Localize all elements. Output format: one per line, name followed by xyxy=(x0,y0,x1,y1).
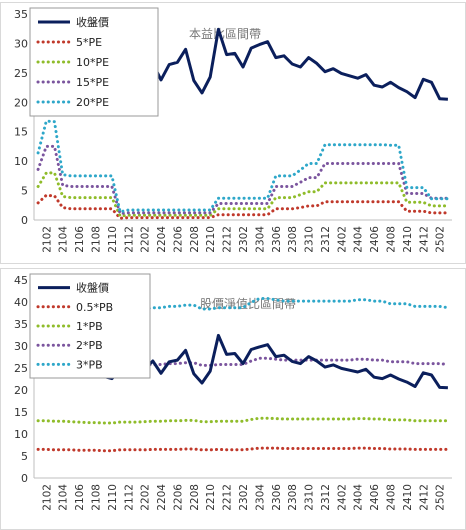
x-tick-label: 2210 xyxy=(205,226,217,253)
y-tick-label: 15 xyxy=(14,126,28,139)
x-tick-label: 2110 xyxy=(107,484,119,511)
x-tick-label: 2202 xyxy=(140,484,152,511)
x-tick-label: 2206 xyxy=(172,226,184,253)
series-line-2 xyxy=(36,416,450,425)
x-tick-label: 2302 xyxy=(238,226,250,253)
x-tick-label: 2204 xyxy=(156,226,168,253)
x-tick-label: 2104 xyxy=(58,226,70,253)
x-tick-label: 2412 xyxy=(418,484,430,511)
x-tick-label: 2312 xyxy=(320,226,332,253)
x-tick-label: 2412 xyxy=(418,226,430,253)
x-tick-label: 2302 xyxy=(238,484,250,511)
x-tick-label: 2406 xyxy=(369,226,381,253)
legend-label: 20*PE xyxy=(76,96,109,109)
x-tick-label: 2410 xyxy=(402,226,414,253)
x-tick-label: 2408 xyxy=(386,226,398,253)
x-tick-label: 2502 xyxy=(435,484,447,511)
y-tick-label: 5 xyxy=(21,185,28,198)
x-tick-label: 2206 xyxy=(172,484,184,511)
x-tick-label: 2212 xyxy=(222,484,234,511)
x-tick-label: 2312 xyxy=(320,484,332,511)
x-tick-label: 2212 xyxy=(222,226,234,253)
x-tick-label: 2108 xyxy=(90,226,102,253)
x-tick-label: 2306 xyxy=(271,484,283,511)
pb-band-chart: 0 5 10 15 20 25 30 35 40 45 2102 2104 2106 2108 2110 21… xyxy=(0,268,466,530)
x-tick-label: 2112 xyxy=(123,484,135,511)
y-tick-label: 35 xyxy=(14,318,28,331)
x-tick-label: 2104 xyxy=(58,484,70,511)
y-tick-label: 20 xyxy=(14,96,28,109)
y-tick-label: 45 xyxy=(14,274,28,287)
x-tick-label: 2108 xyxy=(90,484,102,511)
x-tick-label: 2208 xyxy=(189,484,201,511)
x-tick-label: 2112 xyxy=(123,226,135,253)
series-line-3 xyxy=(36,144,450,216)
series-line-4 xyxy=(36,297,450,315)
x-tick-label: 2204 xyxy=(156,484,168,511)
x-tick-label: 2502 xyxy=(435,226,447,253)
x-tick-label: 2110 xyxy=(107,226,119,253)
y-tick-label: 0 xyxy=(21,472,28,485)
x-tick-label: 2310 xyxy=(304,226,316,253)
series-line-2 xyxy=(36,171,450,218)
legend-box xyxy=(29,7,159,117)
series-line-1 xyxy=(36,193,450,220)
y-tick-label: 15 xyxy=(14,406,28,419)
legend-label: 5*PE xyxy=(76,36,102,49)
legend-label: 1*PB xyxy=(76,320,103,333)
x-tick-label: 2402 xyxy=(336,226,348,253)
x-tick-label: 2404 xyxy=(353,484,365,511)
x-tick-label: 2310 xyxy=(304,484,316,511)
x-tick-label: 2306 xyxy=(271,226,283,253)
x-tick-label: 2210 xyxy=(205,484,217,511)
pe-band-chart-panel: 0 5 10 15 20 25 30 35 2102 2104 2106 2108 2110 2112 22… xyxy=(0,2,466,264)
legend-label: 10*PE xyxy=(76,56,109,69)
x-tick-label: 2304 xyxy=(254,226,266,253)
y-tick-label: 30 xyxy=(14,37,28,50)
legend-label: 3*PB xyxy=(76,358,103,371)
y-tick-label: 20 xyxy=(14,384,28,397)
x-tick-label: 2202 xyxy=(140,226,152,253)
legend-label: 收盤價 xyxy=(76,15,109,29)
y-tick-label: 30 xyxy=(14,340,28,353)
legend-box xyxy=(29,273,151,379)
y-tick-label: 35 xyxy=(14,8,28,21)
x-tick-label: 2106 xyxy=(74,484,86,511)
y-tick-label: 10 xyxy=(14,155,28,168)
legend-label: 0.5*PB xyxy=(76,301,113,314)
x-tick-label: 2308 xyxy=(287,226,299,253)
x-tick-label: 2404 xyxy=(353,226,365,253)
x-tick-label: 2208 xyxy=(189,226,201,253)
y-tick-label: 5 xyxy=(21,450,28,463)
y-tick-label: 25 xyxy=(14,67,28,80)
legend-label: 15*PE xyxy=(76,76,109,89)
series-line-4 xyxy=(36,119,450,214)
x-tick-label: 2408 xyxy=(386,484,398,511)
y-tick-label: 0 xyxy=(21,214,28,227)
pe-band-chart: 0 5 10 15 20 25 30 35 2102 2104 2106 2108 2110 2112 22… xyxy=(0,2,466,264)
x-tick-label: 2308 xyxy=(287,484,299,511)
x-tick-label: 2106 xyxy=(74,226,86,253)
series-line-1 xyxy=(36,446,450,453)
x-tick-label: 2406 xyxy=(369,484,381,511)
x-tick-label: 2402 xyxy=(336,484,348,511)
chart-title: 本益比區間帶 xyxy=(189,27,261,41)
x-tick-label: 2102 xyxy=(41,226,53,253)
y-tick-label: 25 xyxy=(14,362,28,375)
legend-label: 2*PB xyxy=(76,339,103,352)
x-tick-label: 2304 xyxy=(254,484,266,511)
y-tick-label: 40 xyxy=(14,296,28,309)
x-tick-label: 2410 xyxy=(402,484,414,511)
pb-band-chart-panel: 0 5 10 15 20 25 30 35 40 45 2102 2104 2106 2108 2110 21… xyxy=(0,268,466,530)
y-tick-label: 10 xyxy=(14,428,28,441)
x-tick-label: 2102 xyxy=(41,484,53,511)
legend-label: 收盤價 xyxy=(76,281,109,295)
